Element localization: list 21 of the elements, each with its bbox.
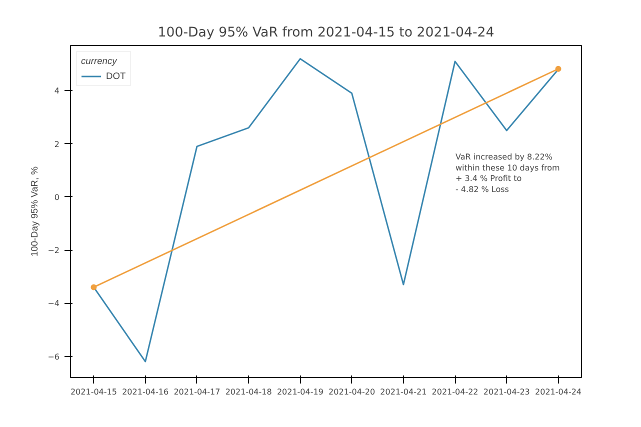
- legend-label: DOT: [106, 71, 126, 81]
- x-tick-label: 2021-04-24: [535, 388, 582, 396]
- x-tick-label: 2021-04-17: [174, 388, 220, 396]
- x-tick-label: 2021-04-23: [483, 388, 530, 396]
- y-tick-label: 2: [54, 140, 60, 149]
- legend-title: currency: [81, 56, 118, 66]
- y-tick-label: −2: [48, 246, 60, 256]
- x-tick-label: 2021-04-21: [380, 388, 427, 396]
- y-axis-title: 100-Day 95% VaR, %: [30, 166, 40, 257]
- x-tick-label: 2021-04-22: [432, 388, 478, 396]
- x-tick-label: 2021-04-20: [328, 388, 376, 396]
- y-tick-label: −6: [48, 352, 60, 362]
- y-tick-label: −4: [48, 299, 60, 308]
- x-tick-label: 2021-04-16: [122, 388, 169, 396]
- y-tick-label: 4: [54, 86, 60, 96]
- x-tick-label: 2021-04-19: [276, 388, 324, 396]
- x-tick-label: 2021-04-15: [70, 388, 117, 396]
- y-tick-label: 0: [54, 192, 60, 202]
- annotation: VaR increased by 8.22% within these 10 days from + 3.4 % Profit to - 4.82 % Loss: [456, 152, 560, 194]
- x-tick-label: 2021-04-18: [225, 388, 272, 396]
- chart-title: 100-Day 95% VaR from 2021-04-15 to 2021-04-24: [158, 26, 494, 40]
